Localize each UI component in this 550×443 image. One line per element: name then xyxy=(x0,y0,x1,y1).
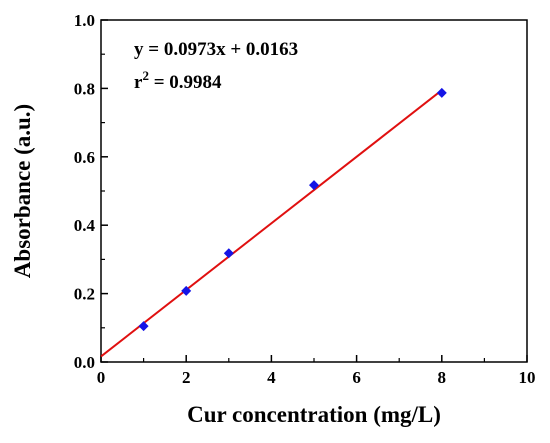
y-tick-label: 0.8 xyxy=(74,79,95,98)
r-squared-letter: r xyxy=(134,72,143,93)
x-tick-label: 6 xyxy=(352,368,361,387)
fit-line-layer xyxy=(100,89,443,358)
data-points-layer xyxy=(138,87,447,332)
x-axis-ticks: 0 2 4 6 8 10 xyxy=(97,355,536,387)
y-tick-label: 0.2 xyxy=(74,285,95,304)
x-axis-title: Cur concentration (mg/L) xyxy=(187,402,441,427)
r-squared-annotation: r2 = 0.9984 xyxy=(134,68,222,93)
r-squared-value: = 0.9984 xyxy=(149,72,222,93)
regression-equation: y = 0.0973x + 0.0163 xyxy=(134,39,298,60)
y-axis-ticks: 0.0 0.2 0.4 0.6 0.8 1.0 xyxy=(74,11,108,372)
r-squared-superscript: 2 xyxy=(142,68,149,83)
x-tick-label: 4 xyxy=(267,368,276,387)
x-tick-label: 8 xyxy=(438,368,447,387)
data-point xyxy=(436,87,447,98)
fit-line xyxy=(100,89,443,358)
x-tick-label: 0 xyxy=(97,368,106,387)
y-tick-label: 1.0 xyxy=(74,11,95,30)
y-tick-label: 0.4 xyxy=(74,216,96,235)
x-tick-label: 10 xyxy=(519,368,536,387)
data-point xyxy=(138,321,149,332)
y-tick-label: 0.6 xyxy=(74,148,95,167)
data-point xyxy=(181,285,192,296)
data-point xyxy=(309,180,319,191)
data-point xyxy=(223,248,234,259)
x-tick-label: 2 xyxy=(182,368,191,387)
y-axis-title: Absorbance (a.u.) xyxy=(10,104,35,278)
y-tick-label: 0.0 xyxy=(74,353,95,372)
